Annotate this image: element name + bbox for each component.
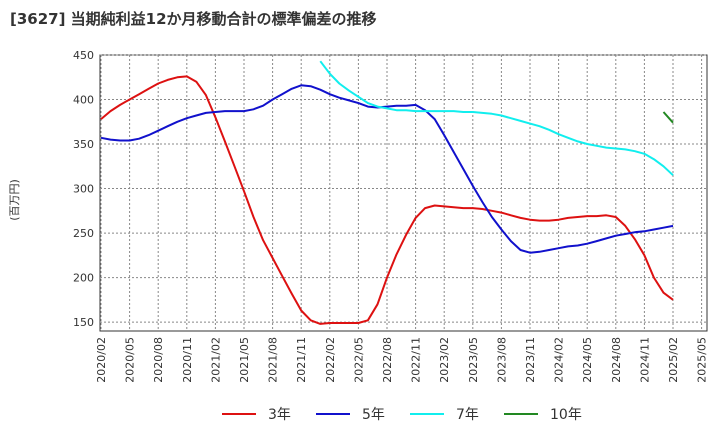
x-tick-label: 2020/08 xyxy=(152,337,165,383)
x-tick-label: 2022/05 xyxy=(352,337,365,383)
x-tick-label: 2025/05 xyxy=(696,337,709,383)
x-tick-label: 2022/08 xyxy=(381,337,394,383)
x-tick-label: 2020/02 xyxy=(95,337,108,383)
x-tick-label: 2022/11 xyxy=(410,337,423,383)
x-tick-label: 2024/02 xyxy=(553,337,566,383)
x-tick-label: 2024/08 xyxy=(610,337,623,383)
legend-item: 5年 xyxy=(316,402,385,426)
legend-item: 7年 xyxy=(410,402,479,426)
axis-ticks: 150 200 250 300 350 400 450 2020/02 2020/05 2020/… xyxy=(73,49,709,383)
legend: 3年 5年 7年 10年 xyxy=(0,402,720,426)
x-tick-label: 2024/11 xyxy=(638,337,651,383)
x-tick-label: 2023/02 xyxy=(438,337,451,383)
x-tick-label: 2023/08 xyxy=(495,337,508,383)
series-line-2 xyxy=(319,60,674,176)
legend-swatch xyxy=(222,413,256,415)
x-tick-label: 2020/05 xyxy=(124,337,137,383)
series-line-3 xyxy=(662,111,674,124)
x-tick-label: 2024/05 xyxy=(581,337,594,383)
series-lines xyxy=(100,60,674,325)
y-tick-label: 300 xyxy=(73,183,94,196)
x-tick-label: 2021/02 xyxy=(209,337,222,383)
x-tick-label: 2023/05 xyxy=(467,337,480,383)
y-tick-label: 450 xyxy=(73,49,94,62)
chart-title: [3627] 当期純利益12か月移動合計の標準偏差の推移 xyxy=(10,10,377,28)
legend-item: 3年 xyxy=(222,402,291,426)
y-tick-label: 400 xyxy=(73,94,94,107)
legend-label: 10年 xyxy=(550,407,582,423)
x-tick-label: 2021/05 xyxy=(238,337,251,383)
x-tick-label: 2021/08 xyxy=(267,337,280,383)
x-tick-label: 2025/02 xyxy=(667,337,680,383)
series-line-1 xyxy=(100,84,674,254)
legend-label: 5年 xyxy=(362,407,385,423)
y-tick-label: 250 xyxy=(73,227,94,240)
grid-lines xyxy=(100,54,707,331)
y-tick-label: 150 xyxy=(73,316,94,329)
series-line-0 xyxy=(100,75,674,325)
x-tick-label: 2022/02 xyxy=(324,337,337,383)
legend-swatch xyxy=(316,413,350,415)
legend-item: 10年 xyxy=(504,402,582,426)
x-tick-label: 2023/11 xyxy=(524,337,537,383)
y-tick-label: 350 xyxy=(73,138,94,151)
legend-swatch xyxy=(504,413,538,415)
legend-label: 3年 xyxy=(268,407,291,423)
x-tick-label: 2020/11 xyxy=(181,337,194,383)
y-tick-label: 200 xyxy=(73,272,94,285)
x-tick-label: 2021/11 xyxy=(295,337,308,383)
legend-label: 7年 xyxy=(456,407,479,423)
legend-swatch xyxy=(410,413,444,415)
plot-background xyxy=(99,54,708,332)
